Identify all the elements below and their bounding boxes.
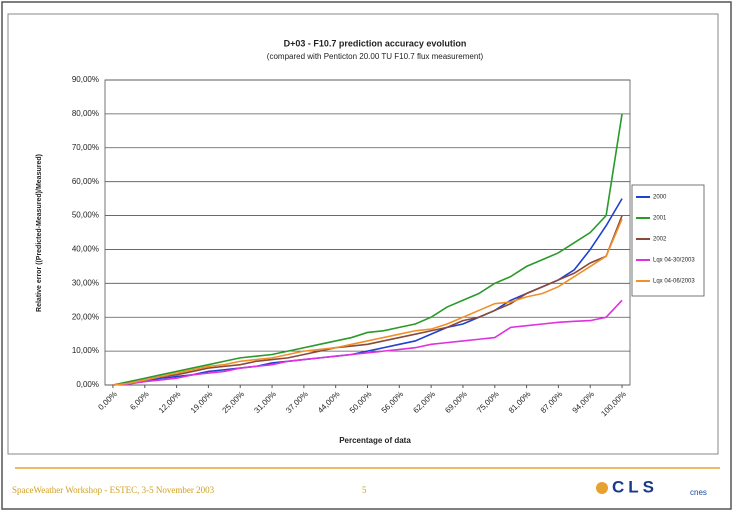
legend-box	[631, 184, 705, 297]
y-tick-label: 90,00%	[72, 75, 99, 84]
legend-label: Lqx 04-30/2003	[653, 258, 695, 264]
series-line	[112, 113, 623, 386]
page-number: 5	[362, 485, 367, 495]
series-line	[112, 215, 623, 386]
footer-text: SpaceWeather Workshop - ESTEC, 3-5 Novem…	[12, 485, 215, 495]
y-tick-label: 0,00%	[76, 380, 99, 389]
y-tick-label: 80,00%	[72, 109, 99, 118]
series-line	[112, 299, 623, 386]
cls-logo-icon	[596, 482, 608, 494]
cls-logo: CLS	[612, 477, 658, 496]
y-tick-label: 10,00%	[72, 346, 99, 355]
legend-label: 2002	[653, 237, 667, 243]
series-line	[112, 218, 623, 386]
x-axis-label: Percentage of data	[339, 436, 411, 445]
plot-area	[104, 79, 631, 386]
y-tick-label: 60,00%	[72, 177, 99, 186]
y-tick-label: 40,00%	[72, 245, 99, 254]
legend-label: 2001	[653, 216, 667, 222]
y-tick-label: 30,00%	[72, 278, 99, 287]
chart-subtitle: (compared with Penticton 20.00 TU F10.7 …	[267, 52, 484, 61]
y-tick-label: 50,00%	[72, 211, 99, 220]
cnes-logo: cnes	[690, 488, 707, 497]
y-tick-label: 20,00%	[72, 312, 99, 321]
legend-label: Lqx 04-06/2003	[653, 279, 695, 285]
y-tick-label: 70,00%	[72, 143, 99, 152]
chart-title: D+03 - F10.7 prediction accuracy evoluti…	[284, 38, 467, 48]
legend-label: 2000	[653, 195, 667, 201]
y-axis-label: Relative error ((Predicted-Measured)/Mea…	[36, 154, 43, 312]
